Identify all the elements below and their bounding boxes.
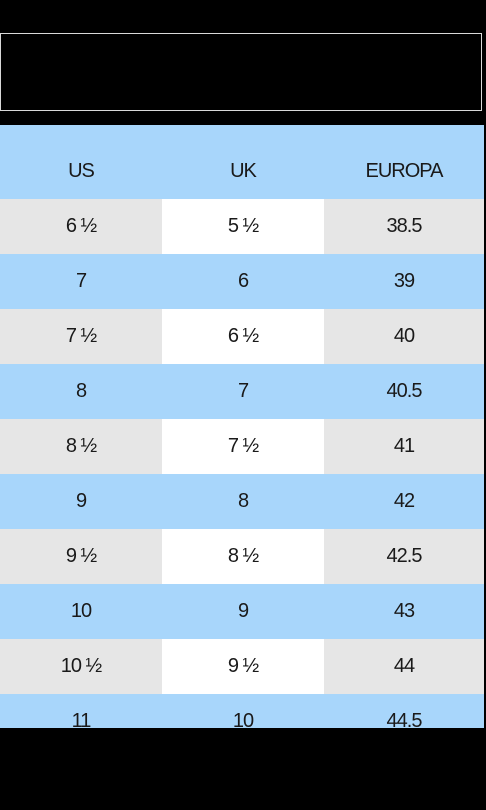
table-header-row: US UK EUROPA [0,125,484,199]
cell-us: 9 [0,474,162,529]
size-table: US UK EUROPA 6 ½ 5 ½ 38.5 7 6 39 7 ½ 6 ½… [0,125,484,749]
table-row: 10 9 43 [0,584,484,639]
header-europa: EUROPA [324,125,484,199]
cell-uk: 5 ½ [162,199,324,254]
cell-uk: 9 ½ [162,639,324,694]
cell-us: 6 ½ [0,199,162,254]
cell-uk: 7 ½ [162,419,324,474]
cell-europa: 38.5 [324,199,484,254]
table-row: 9 ½ 8 ½ 42.5 [0,529,484,584]
cell-europa: 42 [324,474,484,529]
cell-us: 8 ½ [0,419,162,474]
table-row: 8 ½ 7 ½ 41 [0,419,484,474]
table-row: 10 ½ 9 ½ 44 [0,639,484,694]
table-row: 8 7 40.5 [0,364,484,419]
cell-europa: 40.5 [324,364,484,419]
top-banner [0,33,482,111]
cell-uk: 6 ½ [162,309,324,364]
cell-uk: 7 [162,364,324,419]
cell-europa: 43 [324,584,484,639]
cell-europa: 41 [324,419,484,474]
cell-us: 10 ½ [0,639,162,694]
cell-uk: 8 ½ [162,529,324,584]
cell-europa: 42.5 [324,529,484,584]
header-uk: UK [162,125,324,199]
cell-us: 7 [0,254,162,309]
cell-us: 7 ½ [0,309,162,364]
cell-us: 10 [0,584,162,639]
bottom-bar [0,728,486,810]
cell-uk: 6 [162,254,324,309]
cell-uk: 9 [162,584,324,639]
cell-us: 9 ½ [0,529,162,584]
cell-europa: 40 [324,309,484,364]
cell-europa: 39 [324,254,484,309]
table-row: 7 ½ 6 ½ 40 [0,309,484,364]
header-us: US [0,125,162,199]
table-row: 6 ½ 5 ½ 38.5 [0,199,484,254]
table-row: 7 6 39 [0,254,484,309]
size-conversion-table: US UK EUROPA 6 ½ 5 ½ 38.5 7 6 39 7 ½ 6 ½… [0,125,484,749]
cell-us: 8 [0,364,162,419]
cell-europa: 44 [324,639,484,694]
cell-uk: 8 [162,474,324,529]
table-row: 9 8 42 [0,474,484,529]
